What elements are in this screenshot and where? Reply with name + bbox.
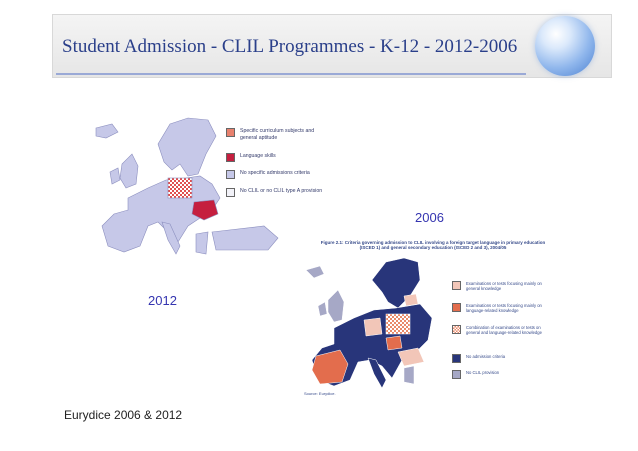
region-balkans	[397, 347, 425, 367]
region-iceland	[305, 265, 325, 279]
legend-label: Specific curriculum subjects and general…	[240, 128, 315, 141]
region-italy	[367, 357, 387, 389]
region-italy	[161, 221, 181, 255]
legend-swatch	[452, 281, 461, 290]
year-label-2012: 2012	[148, 293, 177, 308]
slide-caption: Eurydice 2006 & 2012	[64, 408, 183, 422]
decorative-orb	[535, 16, 595, 76]
region-ireland	[109, 167, 121, 185]
legend-label: Examinations or tests focusing mainly on…	[466, 303, 542, 313]
legend-label: Examinations or tests focusing mainly on…	[466, 281, 542, 291]
region-ireland	[317, 301, 328, 317]
year-label-2006: 2006	[415, 210, 444, 225]
region-greece	[403, 365, 415, 385]
map-2006-source: Source: Eurydice.	[304, 391, 336, 396]
legend-2012-item-1: Specific curriculum subjects and general…	[226, 128, 326, 141]
legend-label: No admission criteria	[466, 354, 506, 359]
legend-swatch	[226, 188, 235, 197]
legend-swatch	[226, 170, 235, 179]
legend-2012-item-3: No specific admissions criteria	[226, 170, 326, 179]
region-iceland	[95, 123, 119, 139]
region-scandinavia	[157, 117, 217, 177]
legend-swatch	[452, 370, 461, 379]
region-uk	[327, 289, 345, 323]
legend-swatch	[226, 153, 235, 162]
legend-label: No CLIL provision	[466, 370, 500, 375]
legend-label: No CLIL or no CLIL type A provision	[240, 188, 323, 194]
title-underline	[56, 73, 526, 75]
legend-swatch	[452, 303, 461, 312]
region-spain	[311, 349, 349, 385]
legend-2006-item-2: Examinations or tests focusing mainly on…	[452, 303, 552, 313]
region-romania	[191, 199, 219, 221]
region-poland	[385, 313, 411, 335]
region-germany-area	[363, 317, 383, 337]
legend-2006-item-3: Combination of examinations or tests on …	[452, 325, 552, 335]
region-greece	[195, 231, 209, 255]
region-poland	[167, 177, 193, 199]
legend-2012-item-2: Language skills	[226, 153, 326, 162]
region-hungary	[385, 335, 403, 351]
legend-2006-item-1: Examinations or tests focusing mainly on…	[452, 281, 552, 291]
legend-swatch	[452, 354, 461, 363]
legend-2006-item-5: No CLIL provision	[452, 370, 552, 379]
legend-swatch	[452, 325, 461, 334]
region-turkey	[211, 225, 279, 251]
figure-2006-title: Figure 2.1: Criteria governing admission…	[320, 240, 546, 250]
region-uk	[119, 153, 139, 189]
map-2006	[305, 257, 433, 389]
legend-label: Combination of examinations or tests on …	[466, 325, 542, 335]
legend-label: No specific admissions criteria	[240, 170, 310, 176]
slide-title: Student Admission - CLIL Programmes - K-…	[62, 36, 518, 57]
legend-2012-item-4: No CLIL or no CLIL type A provision	[226, 188, 336, 197]
region-baltic	[403, 293, 419, 307]
slide-header-band	[52, 14, 612, 78]
legend-2006-item-4: No admission criteria	[452, 354, 552, 363]
map-2012	[88, 114, 284, 274]
legend-label: Language skills	[240, 153, 276, 159]
legend-swatch	[226, 128, 235, 137]
